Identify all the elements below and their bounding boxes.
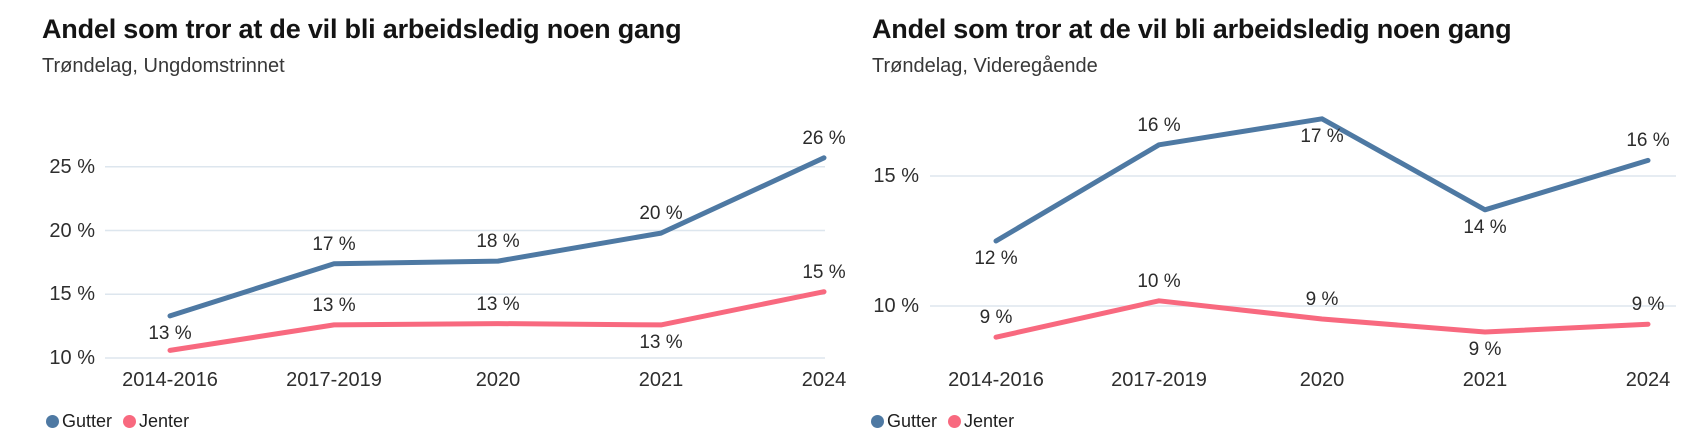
- chart-title: Andel som tror at de vil bli arbeidsledi…: [872, 14, 1512, 44]
- legend-item-jenter: Jenter: [123, 411, 189, 432]
- gutter-series-swatch: [46, 415, 59, 428]
- jenter-line: [167, 289, 827, 353]
- chart-title: Andel som tror at de vil bli arbeidsledi…: [42, 14, 682, 44]
- chart-subtitle: Trøndelag, Videregående: [872, 55, 1098, 77]
- jenter-line: [993, 298, 1651, 340]
- legend-label-gutter: Gutter: [887, 411, 938, 431]
- gutter-line: [167, 155, 827, 319]
- legend-label-jenter: Jenter: [964, 411, 1015, 431]
- legend-label-jenter: Jenter: [139, 411, 190, 431]
- legend-label-gutter: Gutter: [62, 411, 113, 431]
- legend: Gutter Jenter: [871, 411, 1014, 432]
- gutter-line: [993, 116, 1651, 244]
- jenter-series-swatch: [123, 415, 137, 428]
- legend-item-gutter: Gutter: [871, 411, 937, 432]
- chart-subtitle: Trøndelag, Ungdomstrinnet: [42, 55, 285, 77]
- jenter-series-swatch: [948, 415, 962, 428]
- legend: Gutter Jenter: [46, 411, 189, 432]
- legend-item-gutter: Gutter: [46, 411, 112, 432]
- gutter-series-swatch: [871, 415, 884, 428]
- legend-item-jenter: Jenter: [948, 411, 1014, 432]
